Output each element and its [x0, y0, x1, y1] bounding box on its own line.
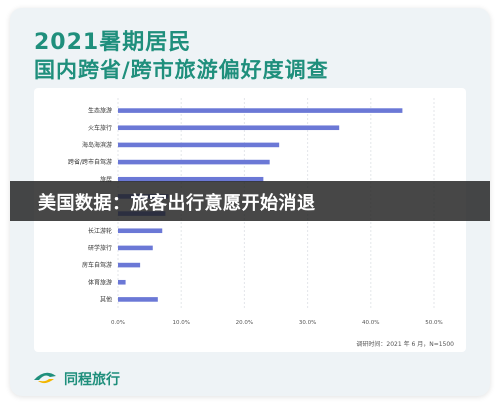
- category-label: 生态旅游: [88, 107, 112, 115]
- bar: [118, 279, 126, 285]
- tongcheng-logo-icon: [34, 372, 56, 384]
- category-label: 其他: [100, 295, 112, 303]
- bar: [118, 262, 141, 268]
- category-label: 跨省/跨市自驾游: [68, 158, 112, 166]
- x-tick-label: 30.0%: [299, 320, 316, 326]
- bar: [118, 142, 280, 148]
- x-tick-label: 20.0%: [236, 320, 253, 326]
- category-label: 海岛海滨游: [82, 141, 112, 149]
- brand-name: 同程旅行: [64, 372, 120, 388]
- overlay-headline: 美国数据：旅客出行意愿开始消退: [38, 193, 316, 214]
- category-label: 长江游轮: [88, 227, 112, 235]
- survey-note: 调研时间：2021 年 6 月，N=1500: [356, 341, 454, 348]
- footer: 同程旅行: [10, 360, 490, 396]
- title-line-2: 国内跨省/跨市旅游偏好度调查: [34, 58, 329, 82]
- bar: [118, 297, 158, 302]
- x-tick-label: 0.0%: [111, 320, 125, 326]
- x-tick-label: 10.0%: [172, 320, 189, 326]
- title-line-1: 2021暑期居民: [34, 30, 192, 55]
- category-label: 旅居: [100, 175, 112, 183]
- bar: [118, 108, 403, 113]
- bar: [118, 228, 163, 234]
- category-label: 火车旅行: [88, 124, 112, 132]
- category-label: 研学旅行: [88, 244, 112, 252]
- category-label: 房车自驾游: [82, 261, 112, 269]
- bar: [118, 176, 264, 182]
- x-tick-label: 50.0%: [425, 320, 442, 326]
- bar: [118, 159, 270, 165]
- x-tick-label: 40.0%: [362, 320, 379, 326]
- bar: [118, 245, 153, 251]
- headline-overlay: 美国数据：旅客出行意愿开始消退: [10, 181, 490, 221]
- bar: [118, 125, 340, 131]
- category-label: 体育旅游: [88, 278, 112, 286]
